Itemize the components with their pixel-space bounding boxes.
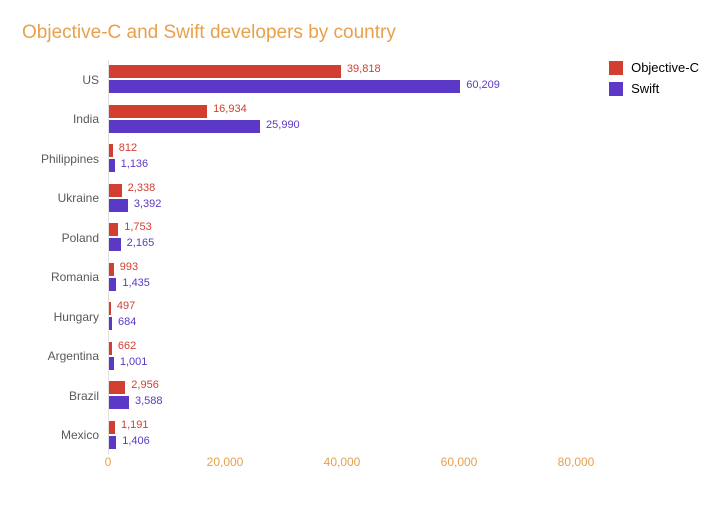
row-philippines: 812 1,136 bbox=[108, 139, 576, 179]
legend-item-objc: Objective-C bbox=[609, 60, 699, 75]
legend-swatch-objc bbox=[609, 61, 623, 75]
value-label-swift: 1,001 bbox=[120, 356, 148, 368]
bar-swift bbox=[108, 278, 116, 291]
row-us: 39,818 60,209 bbox=[108, 60, 576, 100]
value-label-objc: 662 bbox=[118, 340, 136, 352]
value-label-swift: 3,392 bbox=[134, 198, 162, 210]
y-label: Philippines bbox=[0, 152, 99, 166]
y-label: Poland bbox=[0, 231, 99, 245]
y-label: India bbox=[0, 112, 99, 126]
row-hungary: 497684 bbox=[108, 297, 576, 337]
row-mexico: 1,191 1,406 bbox=[108, 416, 576, 456]
bar-objc bbox=[108, 184, 122, 197]
value-label-swift: 1,406 bbox=[122, 435, 150, 447]
bar-objc bbox=[108, 65, 341, 78]
value-label-objc: 812 bbox=[119, 142, 137, 154]
legend-swatch-swift bbox=[609, 82, 623, 96]
value-label-objc: 39,818 bbox=[347, 63, 381, 75]
bar-objc bbox=[108, 381, 125, 394]
x-axis: 020,00040,00060,00080,000 bbox=[108, 455, 576, 485]
row-romania: 993 1,435 bbox=[108, 258, 576, 298]
y-label: Ukraine bbox=[0, 191, 99, 205]
x-tick: 20,000 bbox=[207, 455, 244, 469]
value-label-objc: 497 bbox=[117, 300, 135, 312]
value-label-objc: 1,753 bbox=[124, 221, 152, 233]
value-label-objc: 2,338 bbox=[128, 182, 156, 194]
row-india: 16,934 25,990 bbox=[108, 100, 576, 140]
legend-item-swift: Swift bbox=[609, 81, 699, 96]
row-poland: 1,753 2,165 bbox=[108, 218, 576, 258]
value-label-swift: 1,136 bbox=[121, 158, 149, 170]
chart-title: Objective-C and Swift developers by coun… bbox=[22, 22, 396, 44]
value-label-swift: 60,209 bbox=[466, 79, 500, 91]
x-tick: 80,000 bbox=[558, 455, 595, 469]
y-axis-line bbox=[108, 60, 109, 455]
bar-swift bbox=[108, 436, 116, 449]
bar-swift bbox=[108, 80, 460, 93]
row-ukraine: 2,338 3,392 bbox=[108, 179, 576, 219]
value-label-swift: 3,588 bbox=[135, 395, 163, 407]
x-tick: 0 bbox=[105, 455, 112, 469]
y-label: Romania bbox=[0, 270, 99, 284]
x-tick: 60,000 bbox=[441, 455, 478, 469]
y-label: Argentina bbox=[0, 349, 99, 363]
y-label: Hungary bbox=[0, 310, 99, 324]
bar-objc bbox=[108, 105, 207, 118]
value-label-objc: 16,934 bbox=[213, 103, 247, 115]
bar-swift bbox=[108, 238, 121, 251]
value-label-swift: 684 bbox=[118, 316, 136, 328]
legend-label-objc: Objective-C bbox=[631, 60, 699, 75]
bar-swift bbox=[108, 396, 129, 409]
bar-objc bbox=[108, 421, 115, 434]
bar-swift bbox=[108, 199, 128, 212]
y-label: Mexico bbox=[0, 428, 99, 442]
value-label-objc: 2,956 bbox=[131, 379, 159, 391]
legend-label-swift: Swift bbox=[631, 81, 659, 96]
row-brazil: 2,956 3,588 bbox=[108, 376, 576, 416]
bar-swift bbox=[108, 120, 260, 133]
value-label-swift: 1,435 bbox=[122, 277, 150, 289]
value-label-swift: 25,990 bbox=[266, 119, 300, 131]
y-label: Brazil bbox=[0, 389, 99, 403]
bar-objc bbox=[108, 223, 118, 236]
value-label-objc: 1,191 bbox=[121, 419, 149, 431]
value-label-swift: 2,165 bbox=[127, 237, 155, 249]
value-label-objc: 993 bbox=[120, 261, 138, 273]
x-tick: 40,000 bbox=[324, 455, 361, 469]
y-label: US bbox=[0, 73, 99, 87]
plot-area: 39,818 60,209 16,934 25,990 812 1,136 2,338 3,3… bbox=[108, 60, 576, 455]
legend: Objective-C Swift bbox=[609, 60, 699, 102]
row-argentina: 662 1,001 bbox=[108, 337, 576, 377]
